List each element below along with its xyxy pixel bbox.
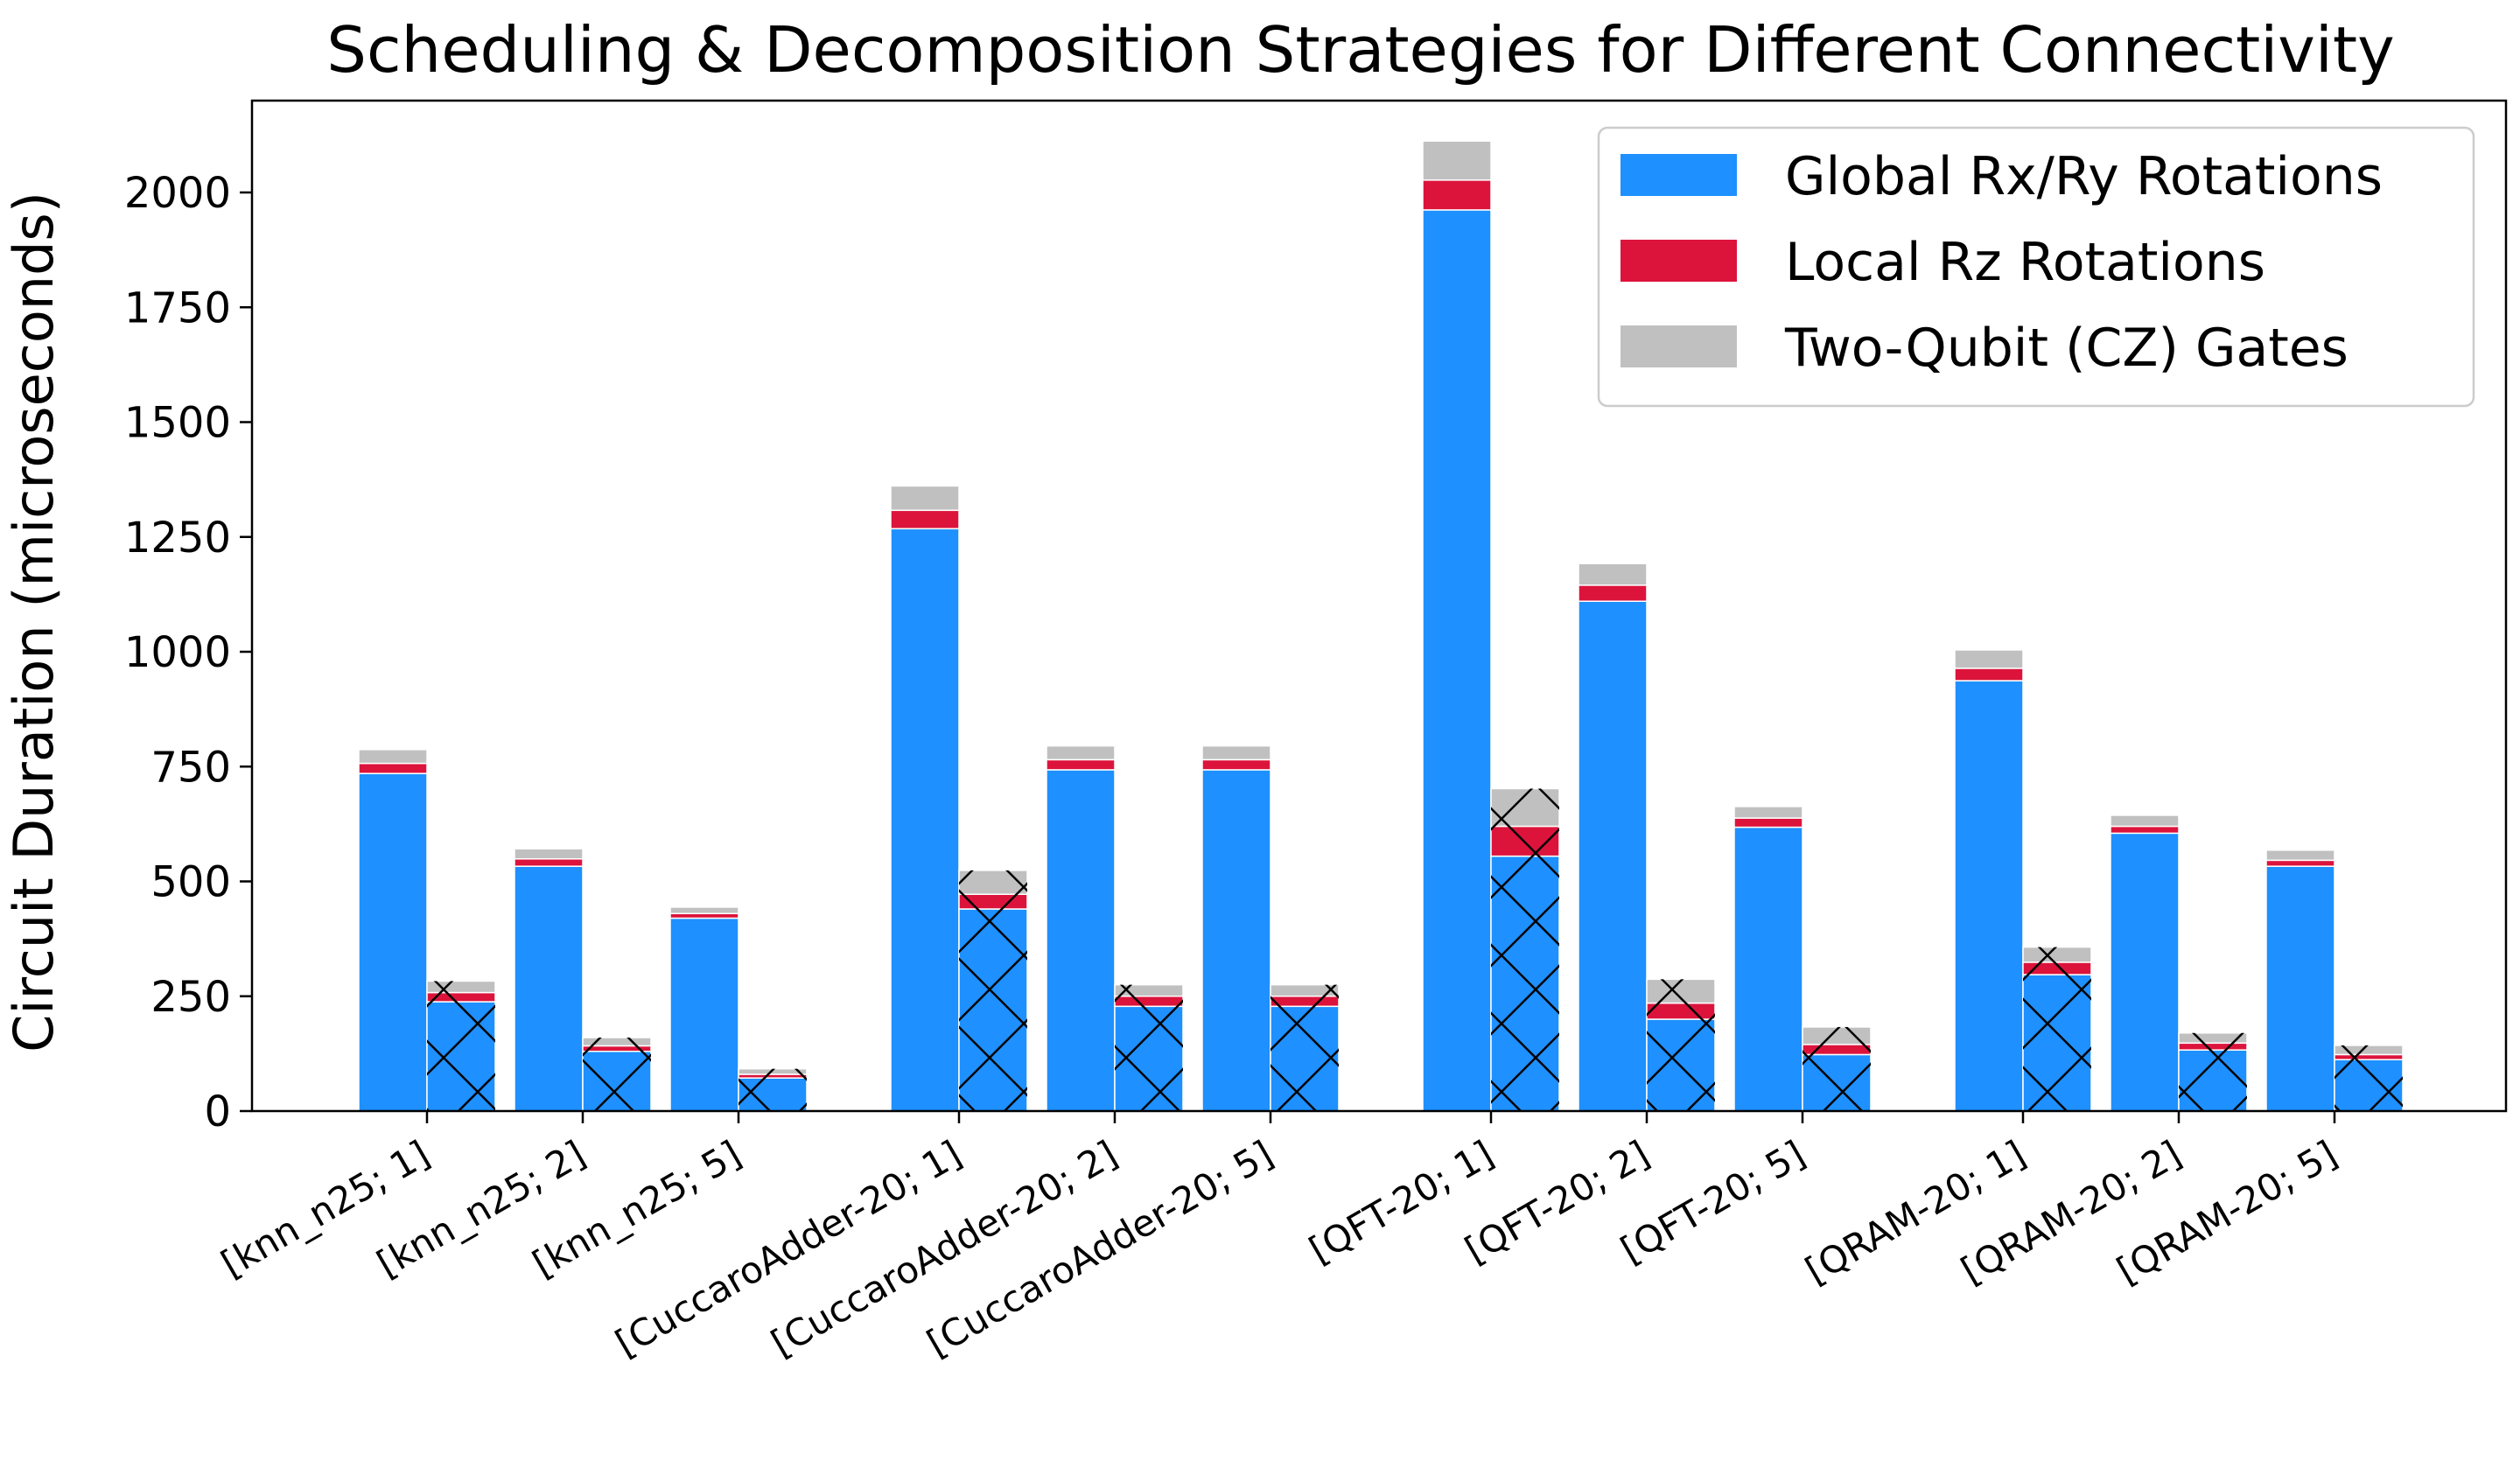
hatch-overlay-7 <box>1491 788 1559 1111</box>
bar-plain-2-2 <box>514 858 584 867</box>
bar-plain-1-9 <box>1733 826 1803 1112</box>
hatch-overlay-3 <box>738 1068 807 1111</box>
hatch-overlay-1 <box>427 981 495 1111</box>
bar-plain-1-6 <box>1201 769 1271 1112</box>
y-tick-label-1: 0 <box>204 1087 231 1136</box>
bar-plain-3-1 <box>358 749 428 765</box>
bar-plain-2-5 <box>1046 758 1116 771</box>
legend-label-3: Two-Qubit (CZ) Gates <box>1784 318 2348 379</box>
legend: Global Rx/Ry Rotations Local Rz Rotations… <box>1597 126 2475 408</box>
bar-plain-3-8 <box>1578 563 1648 586</box>
bar-plain-3-5 <box>1046 744 1116 761</box>
y-tick-label-2: 250 <box>150 973 231 1022</box>
legend-swatch-2 <box>1620 240 1737 282</box>
bar-plain-2-1 <box>358 762 428 774</box>
y-tick-label-8: 1750 <box>124 283 231 332</box>
bar-plain-1-5 <box>1046 769 1116 1112</box>
legend-box <box>1597 126 2475 408</box>
y-tick-label-5: 1000 <box>124 628 231 677</box>
bar-plain-3-2 <box>514 848 584 860</box>
hatch-overlay-12 <box>2334 1045 2403 1111</box>
bar-plain-1-3 <box>669 917 739 1112</box>
hatch-overlay-4 <box>959 870 1027 1111</box>
y-tick-label-3: 500 <box>150 858 231 907</box>
bar-plain-3-7 <box>1422 140 1492 181</box>
hatch-overlay-11 <box>2179 1032 2247 1111</box>
bar-plain-2-7 <box>1422 179 1492 211</box>
bar-plain-1-2 <box>514 865 584 1112</box>
bar-plain-3-9 <box>1733 806 1803 819</box>
legend-label-2: Local Rz Rotations <box>1785 232 2265 293</box>
bar-plain-3-10 <box>1954 649 2024 669</box>
legend-swatch-3 <box>1620 325 1737 367</box>
bar-plain-2-8 <box>1578 584 1648 602</box>
hatch-overlay-5 <box>1115 984 1183 1111</box>
bar-plain-2-10 <box>1954 668 2024 682</box>
bar-plain-2-4 <box>890 509 960 530</box>
bar-plain-1-11 <box>2110 832 2180 1112</box>
bar-plain-3-4 <box>890 485 960 512</box>
y-axis-label: Circuit Duration (microseconds) <box>2 192 66 1052</box>
y-tick-label-4: 750 <box>150 743 231 792</box>
bar-plain-2-12 <box>2265 859 2335 867</box>
chart-title: Scheduling & Decomposition Strategies fo… <box>326 13 2394 87</box>
bar-plain-3-6 <box>1201 744 1271 761</box>
bar-plain-3-11 <box>2110 814 2180 828</box>
y-tick-label-6: 1250 <box>124 514 231 563</box>
y-tick-label-7: 1500 <box>124 399 231 448</box>
bar-plain-2-11 <box>2110 825 2180 835</box>
bar-plain-1-12 <box>2265 865 2335 1112</box>
bar-plain-2-3 <box>669 912 739 919</box>
bar-plain-2-6 <box>1201 758 1271 771</box>
hatch-overlay-10 <box>2023 947 2091 1111</box>
y-tick-label-9: 2000 <box>124 169 231 218</box>
hatch-overlay-6 <box>1270 984 1339 1111</box>
bar-plain-3-3 <box>669 906 739 915</box>
bars-layer <box>358 140 2404 1112</box>
bar-plain-1-10 <box>1954 680 2024 1112</box>
bar-plain-1-8 <box>1578 600 1648 1112</box>
x-axis: [knn_n25; 1][knn_n25; 2][knn_n25; 5][Cuc… <box>214 1111 2344 1365</box>
y-axis: 0 250 500 750 1000 1250 1500 1750 2000 <box>124 169 252 1136</box>
plot-frame <box>250 99 2508 1113</box>
bar-plain-1-4 <box>890 528 960 1112</box>
bar-plain-1-1 <box>358 772 428 1112</box>
legend-swatch-1 <box>1620 154 1737 196</box>
legend-label-1: Global Rx/Ry Rotations <box>1785 146 2383 207</box>
hatch-overlay-8 <box>1647 979 1715 1111</box>
bar-plain-3-12 <box>2265 849 2335 862</box>
bar-plain-1-7 <box>1422 209 1492 1112</box>
bar-plain-2-9 <box>1733 817 1803 828</box>
hatch-overlay-2 <box>583 1038 651 1111</box>
hatch-overlay-9 <box>1802 1026 1871 1111</box>
